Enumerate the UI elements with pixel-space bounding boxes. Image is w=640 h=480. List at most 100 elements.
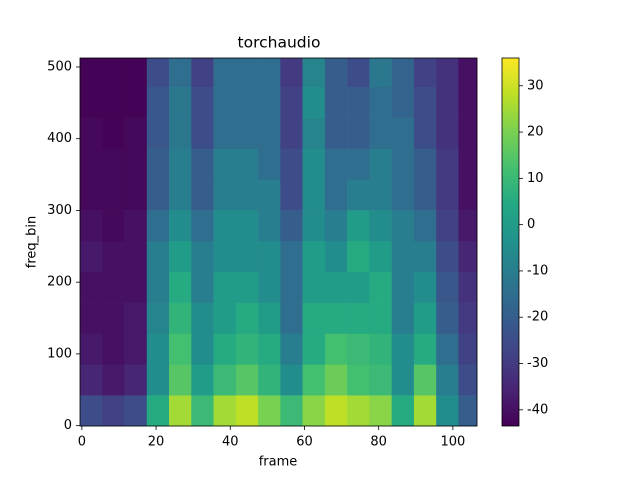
heatmap-cell <box>347 333 370 365</box>
heatmap-cell <box>213 148 237 180</box>
heatmap-cell <box>458 58 478 87</box>
heatmap-cell <box>324 210 348 242</box>
heatmap-cell <box>146 240 170 273</box>
heatmap-cell <box>235 117 259 149</box>
heatmap-cell <box>324 58 348 87</box>
heatmap-cell <box>80 86 103 118</box>
heatmap-cell <box>413 58 437 87</box>
heatmap-cell <box>146 364 170 396</box>
heatmap-cell <box>458 364 478 396</box>
heatmap-cell <box>213 210 237 242</box>
y-tick-label: 400 <box>47 131 72 146</box>
heatmap-cell <box>169 271 192 303</box>
heatmap-cell <box>413 179 437 211</box>
heatmap-cell <box>124 86 148 118</box>
heatmap-cell <box>302 58 326 87</box>
heatmap-cell <box>369 117 392 149</box>
heatmap-cell <box>413 333 437 365</box>
heatmap-cell <box>302 148 326 180</box>
heatmap-cell <box>391 86 415 118</box>
heatmap-cell <box>436 179 459 211</box>
heatmap-cell <box>191 271 214 303</box>
heatmap-cell <box>213 117 237 149</box>
heatmap-cell <box>258 302 281 334</box>
heatmap-cell <box>80 395 103 427</box>
heatmap-cell <box>391 117 415 149</box>
heatmap-cell <box>191 395 214 427</box>
heatmap-cell <box>369 395 392 427</box>
heatmap-cell <box>102 302 125 334</box>
heatmap-cell <box>80 148 103 180</box>
heatmap-cell <box>169 333 192 365</box>
heatmap-cell <box>413 86 437 118</box>
heatmap-cell <box>302 117 326 149</box>
heatmap-cell <box>391 148 415 180</box>
heatmap-cell <box>191 58 214 87</box>
heatmap-cell <box>458 210 478 242</box>
heatmap-cell <box>124 240 148 273</box>
heatmap-cell <box>324 86 348 118</box>
heatmap-cell <box>302 86 326 118</box>
heatmap-cell <box>124 117 148 149</box>
heatmap-cell <box>458 395 478 427</box>
heatmap-cell <box>124 333 148 365</box>
heatmap-cell <box>191 210 214 242</box>
heatmap-cell <box>169 86 192 118</box>
heatmap-cell <box>102 364 125 396</box>
colorbar <box>501 57 520 427</box>
colorbar-tick-label: 20 <box>527 125 544 140</box>
heatmap-cell <box>258 333 281 365</box>
heatmap-cell <box>324 148 348 180</box>
heatmap-cell <box>458 271 478 303</box>
heatmap-cell <box>146 117 170 149</box>
heatmap-cell <box>191 148 214 180</box>
heatmap-cell <box>369 364 392 396</box>
heatmap-cell <box>391 210 415 242</box>
heatmap-cell <box>258 271 281 303</box>
heatmap-cell <box>102 395 125 427</box>
heatmap-cell <box>280 117 303 149</box>
heatmap-cell <box>235 364 259 396</box>
heatmap-cell <box>258 148 281 180</box>
y-tick-label: 500 <box>47 59 72 74</box>
heatmap-cell <box>80 333 103 365</box>
heatmap-cell <box>391 364 415 396</box>
heatmap-cell <box>280 148 303 180</box>
heatmap-cell <box>369 148 392 180</box>
heatmap-cell <box>80 271 103 303</box>
heatmap-cell <box>169 240 192 273</box>
heatmap-cell <box>369 210 392 242</box>
heatmap-cell <box>258 210 281 242</box>
heatmap-cell <box>347 271 370 303</box>
heatmap-cell <box>235 179 259 211</box>
heatmap-cell <box>235 210 259 242</box>
heatmap-cell <box>102 58 125 87</box>
heatmap-cell <box>302 395 326 427</box>
heatmap-cell <box>102 210 125 242</box>
y-tick-label: 200 <box>47 275 72 290</box>
heatmap-cell <box>436 302 459 334</box>
heatmap-cell <box>436 395 459 427</box>
heatmap-cell <box>458 302 478 334</box>
heatmap-cell <box>213 395 237 427</box>
heatmap-cell <box>80 240 103 273</box>
heatmap-cell <box>102 86 125 118</box>
heatmap-cell <box>302 271 326 303</box>
heatmap-cell <box>213 364 237 396</box>
heatmap-cell <box>102 240 125 273</box>
heatmap-cell <box>391 302 415 334</box>
heatmap-cell <box>369 86 392 118</box>
heatmap-cell <box>436 148 459 180</box>
heatmap-cell <box>80 58 103 87</box>
heatmap-cell <box>347 86 370 118</box>
x-tick-label: 80 <box>370 435 387 450</box>
heatmap-cell <box>213 333 237 365</box>
heatmap-cell <box>413 364 437 396</box>
heatmap-cell <box>280 179 303 211</box>
colorbar-tick-label: 30 <box>527 78 544 93</box>
y-tick-label: 100 <box>47 346 72 361</box>
heatmap-cell <box>347 148 370 180</box>
heatmap-cell <box>413 271 437 303</box>
heatmap-cell <box>369 271 392 303</box>
heatmap-cell <box>146 271 170 303</box>
